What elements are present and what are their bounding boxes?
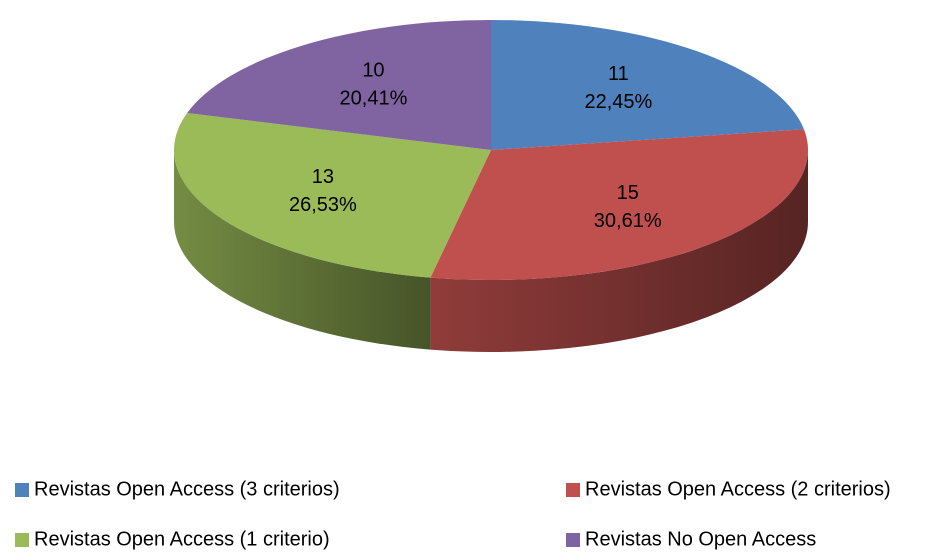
percentage-label: 30,61% [594,210,662,232]
slice [491,20,804,150]
legend-swatch [15,533,29,547]
slice-side [174,150,431,350]
legend-swatch [566,483,580,497]
value-label: 10 [362,60,384,82]
legend-swatch [15,483,29,497]
value-label: 11 [608,63,629,85]
slice [173,113,491,278]
percentage-label: 26,53% [289,194,357,216]
value-label: 13 [312,166,334,188]
legend-label: Revistas No Open Access [585,528,816,550]
percentage-label: 22,45% [584,91,652,113]
legend-label: Revistas Open Access (3 criterios) [34,478,340,500]
legend-swatch [566,533,580,547]
slice [430,129,809,280]
legend-label: Revistas Open Access (1 criterio) [34,528,330,550]
legend-label: Revistas Open Access (2 criterios) [585,478,891,500]
percentage-label: 20,41% [340,88,408,110]
slice-side [430,150,808,352]
value-label: 15 [617,182,639,204]
slice [187,20,491,150]
